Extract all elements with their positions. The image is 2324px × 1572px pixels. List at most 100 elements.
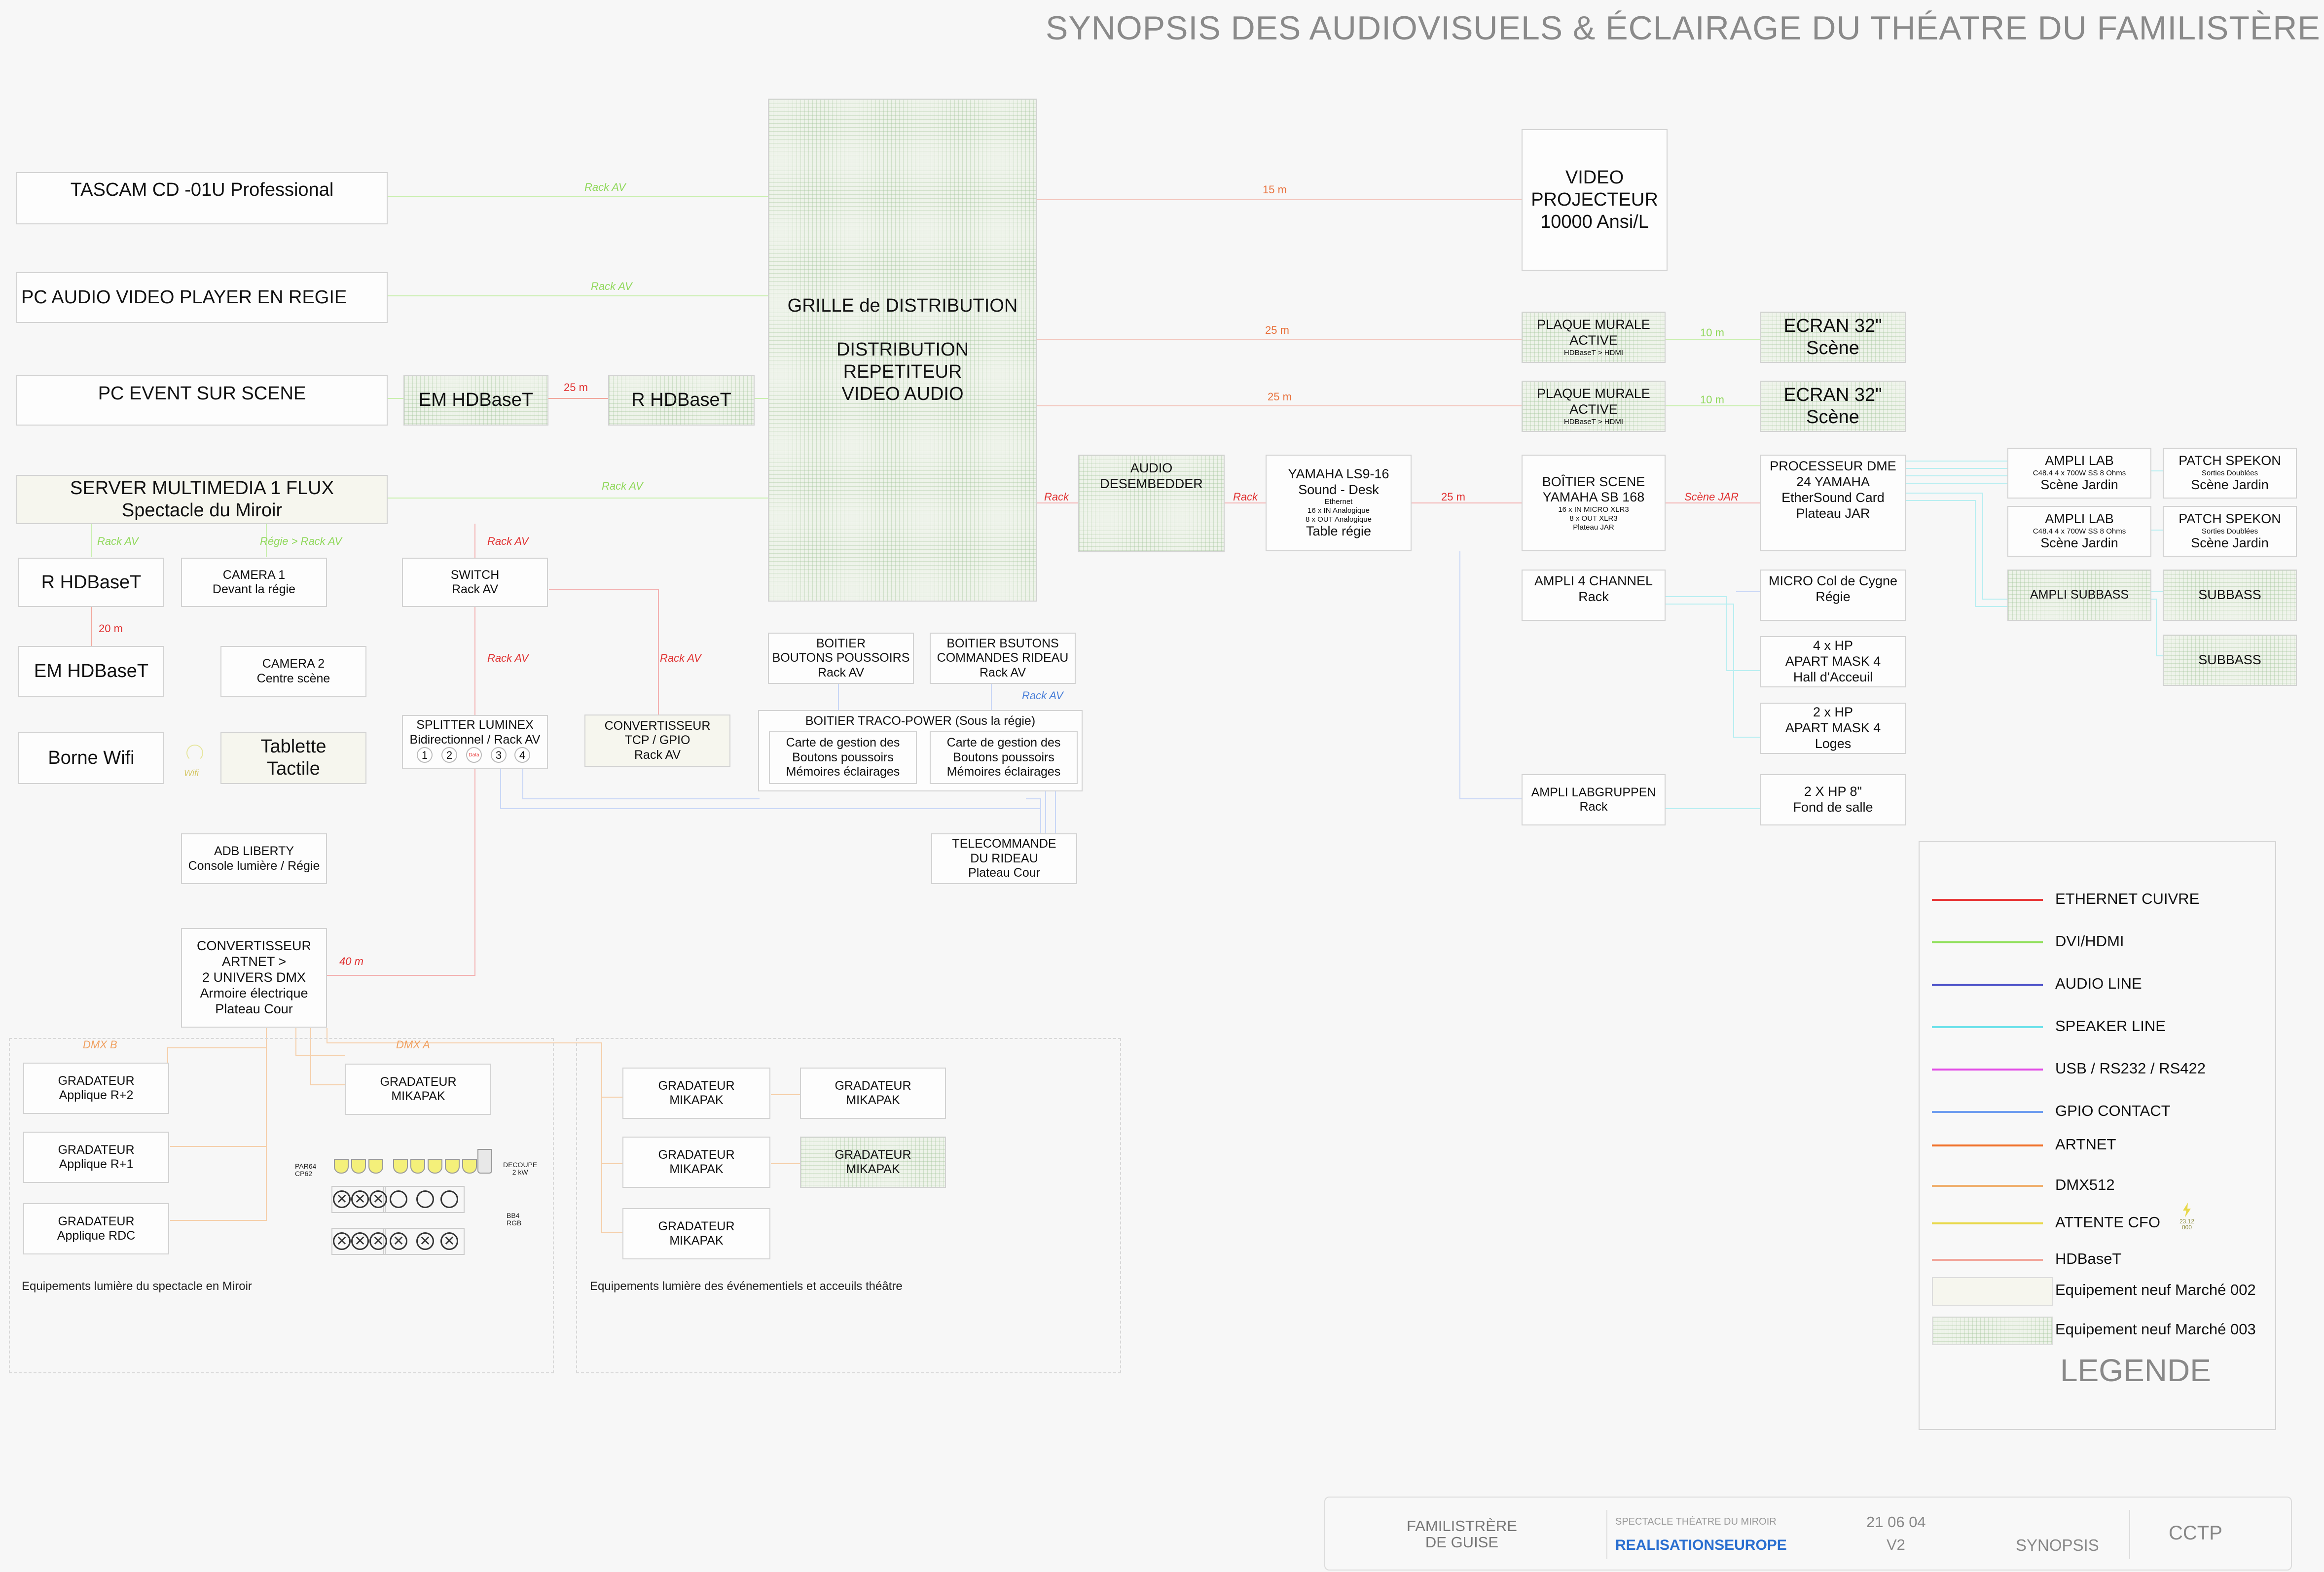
ampli-subbass-box: AMPLI SUBBASS — [2007, 570, 2151, 621]
cable-label-rack-av: Rack AV — [487, 535, 529, 547]
legend-line — [1932, 1185, 2043, 1187]
wifi-label: Wifi — [184, 768, 199, 778]
legend-item: AUDIO LINE — [1932, 971, 2267, 1000]
gradateur-mikapak-5-box: GRADATEUR MIKAPAK — [622, 1208, 770, 1259]
server-box: SERVER MULTIMEDIA 1 FLUX Spectacle du Mi… — [16, 475, 388, 524]
subbass-1-box: SUBBASS — [2163, 570, 2297, 621]
video-projecteur-box: VIDEO PROJECTEUR 10000 Ansi/L — [1522, 129, 1668, 271]
camera2-box: CAMERA 2 Centre scène — [220, 646, 366, 697]
cross-lamp-icon: ✕ — [333, 1190, 351, 1208]
legend-line — [1932, 1069, 2043, 1071]
legend-line — [1932, 1026, 2043, 1028]
wire-splitter-artnet — [327, 769, 475, 976]
splitter-port-data: Data — [466, 747, 482, 763]
borne-wifi-box: Borne Wifi — [18, 732, 164, 784]
cable-label-rack-av: Rack AV — [602, 480, 643, 492]
splitter-port-2: 2 — [441, 747, 457, 763]
boitier-rideau-box: BOITIER BSUTONS COMMANDES RIDEAU Rack AV — [930, 633, 1076, 684]
cross-lamp-icon: ✕ — [440, 1232, 458, 1250]
open-lamp-icon — [416, 1190, 434, 1208]
switch-box: SWITCH Rack AV — [402, 558, 548, 607]
cable-label-rack-av: Rack AV — [487, 652, 529, 664]
gradateur-mikapak-1-box: GRADATEUR MIKAPAK — [622, 1068, 770, 1119]
cfo-badge-icon: 23.12 000 — [2176, 1203, 2198, 1238]
par64-lamp-icon — [445, 1159, 460, 1174]
legend-panel: ETHERNET CUIVRE DVI/HDMI AUDIO LINE SPEA… — [1919, 841, 2276, 1430]
diagram-title: SYNOPSIS DES AUDIOVISUELS & ÉCLAIRAGE DU… — [1046, 9, 2321, 47]
cross-lamp-icon: ✕ — [369, 1232, 387, 1250]
yamaha-ls9-box: YAMAHA LS9-16 Sound - Desk Ethernet 16 x… — [1266, 455, 1412, 551]
splitter-port-3: 3 — [491, 747, 507, 763]
em-hdbaset-box: EM HDBaseT — [18, 646, 164, 697]
lightning-icon — [2183, 1203, 2191, 1217]
zone-evenementiels — [576, 1038, 1121, 1373]
tascam-box: TASCAM CD -01U Professional — [16, 172, 388, 224]
pc-audio-box: PC AUDIO VIDEO PLAYER EN REGIE — [16, 272, 388, 323]
micro-col-de-cygne-box: MICRO Col de Cygne Régie — [1760, 570, 1906, 621]
hp-hall-box: 4 x HP APART MASK 4 Hall d'Acceuil — [1760, 636, 1906, 687]
cross-lamp-icon: ✕ — [416, 1232, 434, 1250]
decoupe-lamp-icon — [477, 1149, 492, 1174]
cable-label-rack: Rack — [1044, 491, 1069, 503]
splitter-port-4: 4 — [514, 747, 530, 763]
pc-event-box: PC EVENT SUR SCENE — [16, 375, 388, 426]
par64-label: PAR64 CP62 — [295, 1162, 317, 1178]
footer-doc: SYNOPSIS — [2016, 1536, 2099, 1554]
legend-line — [1932, 1222, 2043, 1224]
legend-line — [1932, 941, 2043, 943]
cable-label-10m: 10 m — [1700, 326, 1724, 339]
zone-miroir-caption: Equipements lumière du spectacle en Miro… — [22, 1280, 252, 1293]
legend-line — [1932, 899, 2043, 901]
ampli-lab-2-box: AMPLI LAB C48.4 4 x 700W SS 8 Ohms Scène… — [2007, 506, 2151, 557]
open-lamp-icon — [390, 1190, 407, 1208]
cable-label-regie-rack: Régie > Rack AV — [260, 535, 342, 547]
hp-salle-box: 2 X HP 8" Fond de salle — [1760, 774, 1906, 825]
bb4-label: BB4 RGB — [507, 1212, 522, 1227]
cable-label-rack-av: Rack AV — [591, 280, 632, 292]
subbass-2-box: SUBBASS — [2163, 635, 2297, 686]
legend-line — [1932, 1144, 2043, 1146]
footer-project: SPECTACLE THÉATRE DU MIROIR — [1615, 1516, 1777, 1527]
convertisseur-artnet-box: CONVERTISSEUR ARTNET > 2 UNIVERS DMX Arm… — [181, 928, 327, 1028]
processeur-dme-box: PROCESSEUR DME 24 YAMAHA EtherSound Card… — [1760, 455, 1906, 551]
cable-label-dmx-b: DMX B — [83, 1038, 117, 1051]
cable-label-rack-av: Rack AV — [660, 652, 701, 664]
plaque-murale-2-box: PLAQUE MURALE ACTIVE HDBaseT > HDMI — [1522, 381, 1666, 432]
legend-item: DVI/HDMI — [1932, 929, 2267, 958]
audio-desembedder-box: AUDIO DESEMBEDDER — [1078, 455, 1225, 552]
patch-spekon-2-box: PATCH SPEKON Sorties Doublées Scène Jard… — [2163, 506, 2297, 557]
ecran-1-box: ECRAN 32" Scène — [1760, 312, 1906, 363]
cable-label-rack-av: Rack AV — [97, 535, 139, 547]
cable-label-25m: 25 m — [1265, 324, 1289, 336]
wifi-icon — [186, 745, 203, 761]
footer-version: V2 — [1887, 1536, 1905, 1553]
gradateur-r2-box: GRADATEUR Applique R+2 — [23, 1063, 169, 1114]
footer-client: FAMILISTRÈRE DE GUISE — [1407, 1517, 1517, 1551]
gradateur-r1-box: GRADATEUR Applique R+1 — [23, 1132, 169, 1183]
cable-label-25m: 25 m — [1441, 491, 1465, 503]
boitier-scene-box: BOÎTIER SCENE YAMAHA SB 168 16 x IN MICR… — [1522, 455, 1666, 551]
cable-label-10m: 10 m — [1700, 393, 1724, 406]
cable-label-rack: Rack — [1233, 491, 1258, 503]
wire-yamaha-labgruppen — [1459, 551, 1522, 799]
par64-lamp-icon — [462, 1159, 477, 1174]
footer-company: REALISATIONSEUROPE — [1615, 1537, 1787, 1553]
camera1-box: CAMERA 1 Devant la régie — [181, 558, 327, 607]
decoupe-label: DECOUPE 2 kW — [503, 1161, 538, 1177]
par64-lamp-icon — [334, 1159, 349, 1174]
title-block: FAMILISTRÈRE DE GUISE SPECTACLE THÉATRE … — [1324, 1497, 2292, 1571]
legend-line — [1932, 984, 2043, 986]
r-hdbaset-top-box: R HDBaseT — [608, 375, 755, 426]
r-hdbaset-box: R HDBaseT — [18, 558, 164, 607]
plaque-murale-1-box: PLAQUE MURALE ACTIVE HDBaseT > HDMI — [1522, 312, 1666, 363]
ecran-2-box: ECRAN 32" Scène — [1760, 381, 1906, 432]
cable-label-40m: 40 m — [339, 955, 363, 967]
legend-swatch-003: Equipement neuf Marché 003 — [1932, 1317, 2267, 1346]
cross-lamp-icon: ✕ — [390, 1232, 407, 1250]
legend-line — [1932, 1259, 2043, 1261]
em-hdbaset-top-box: EM HDBaseT — [403, 375, 548, 426]
cross-lamp-icon: ✕ — [351, 1190, 369, 1208]
legend-title: LEGENDE — [2060, 1353, 2211, 1388]
tablette-box: Tablette Tactile — [220, 732, 366, 784]
